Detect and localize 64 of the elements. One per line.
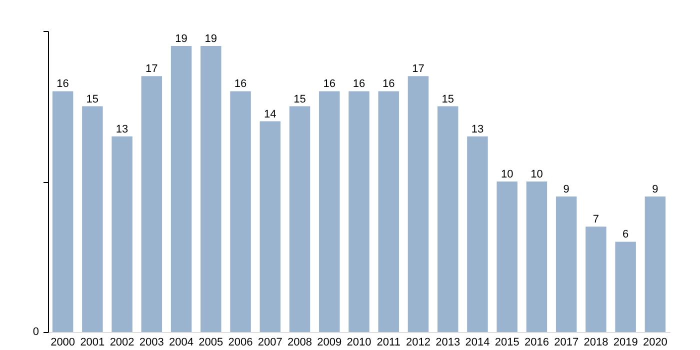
- x-tick-label: 2002: [110, 336, 134, 348]
- bar: [408, 76, 429, 332]
- data-label: 10: [500, 168, 514, 180]
- data-label: 19: [204, 33, 218, 46]
- data-label: 13: [116, 123, 128, 136]
- x-tick-label: 2005: [198, 336, 224, 348]
- data-label: 9: [652, 184, 658, 196]
- bar: [644, 196, 666, 332]
- x-tick-label: 2020: [642, 336, 668, 348]
- bar: [52, 91, 74, 332]
- data-label: 15: [442, 93, 454, 106]
- bar: [260, 121, 281, 332]
- bar: [615, 242, 636, 332]
- x-tick-label: 2003: [139, 336, 164, 348]
- x-tick-label: 2014: [465, 336, 490, 348]
- data-label: 16: [382, 78, 395, 90]
- text: 0: [32, 326, 39, 338]
- x-tick-label: 2008: [288, 336, 312, 348]
- bar: [556, 196, 577, 332]
- bar: [170, 46, 192, 332]
- x-tick-label: 2001: [80, 336, 105, 348]
- data-label: 9: [563, 184, 570, 196]
- data-label: 16: [352, 78, 366, 90]
- bar: [82, 106, 103, 332]
- data-label: 13: [471, 123, 484, 136]
- bar: [378, 91, 399, 332]
- data-label: 10: [530, 168, 543, 180]
- bar: [586, 226, 606, 332]
- bar: [200, 46, 222, 332]
- bar: [526, 182, 548, 332]
- x-tick-label: 2010: [346, 336, 372, 348]
- bar: [141, 76, 162, 332]
- x-tick-label: 2011: [376, 336, 400, 348]
- bar: [230, 91, 251, 332]
- data-label: 16: [234, 78, 247, 90]
- x-tick-label: 2013: [436, 336, 460, 348]
- bar: [467, 136, 488, 332]
- x-tick-label: 2004: [169, 336, 194, 348]
- x-tick-label: 2007: [258, 336, 282, 348]
- x-tick-label: 2009: [317, 336, 342, 348]
- bar: [112, 136, 132, 332]
- x-tick-label: 2006: [228, 336, 253, 348]
- x-tick-label: 2012: [406, 336, 430, 348]
- bar: [496, 182, 518, 332]
- bar: [319, 91, 340, 332]
- bar: [348, 91, 370, 332]
- data-label: 14: [264, 108, 276, 120]
- data-label: 19: [175, 33, 188, 46]
- data-label: 15: [86, 93, 99, 106]
- data-label: 17: [412, 63, 424, 76]
- x-tick-label: 2018: [584, 336, 608, 348]
- bar: [437, 106, 458, 332]
- x-tick-label: 2015: [494, 336, 520, 348]
- data-label: 16: [323, 78, 336, 90]
- data-label: 6: [622, 228, 629, 241]
- x-tick-label: 2000: [50, 336, 76, 348]
- data-label: 16: [56, 78, 69, 90]
- data-label: 17: [146, 63, 158, 76]
- bar: [289, 106, 310, 332]
- x-tick-label: 2019: [613, 336, 638, 348]
- x-tick-label: 2016: [524, 336, 549, 348]
- x-tick-label: 2017: [554, 336, 579, 348]
- data-label: 7: [592, 214, 600, 226]
- data-label: 15: [294, 93, 306, 106]
